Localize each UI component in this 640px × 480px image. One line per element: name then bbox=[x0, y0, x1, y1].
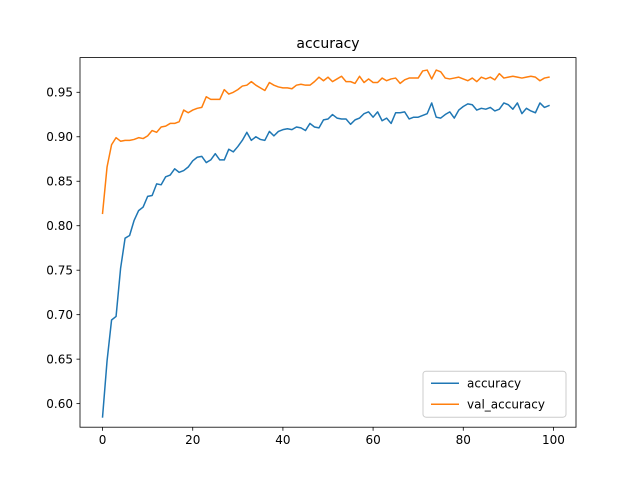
y-tick-label: 0.85 bbox=[46, 175, 73, 189]
series-layer bbox=[101, 69, 550, 418]
y-axis: 0.60 0.65 0.70 0.75 0.80 0.85 0.90 0.95 bbox=[46, 86, 80, 411]
series-line-val-accuracy bbox=[101, 69, 550, 215]
chart-title: accuracy bbox=[296, 36, 359, 52]
x-axis: 0 20 40 60 80 100 bbox=[99, 427, 565, 447]
y-tick-label: 0.90 bbox=[46, 130, 73, 144]
axes-frame bbox=[79, 57, 577, 428]
x-tick-label: 80 bbox=[456, 433, 471, 447]
legend-label: accuracy bbox=[467, 377, 521, 391]
y-tick-label: 0.80 bbox=[46, 219, 73, 233]
x-tick-label: 100 bbox=[542, 433, 565, 447]
x-tick-label: 60 bbox=[365, 433, 380, 447]
y-tick-label: 0.75 bbox=[46, 263, 73, 277]
legend: accuracy val_accuracy bbox=[422, 370, 567, 418]
x-tick-label: 20 bbox=[185, 433, 200, 447]
y-tick-label: 0.95 bbox=[46, 86, 73, 100]
x-tick-label: 40 bbox=[275, 433, 290, 447]
series-line-accuracy bbox=[101, 102, 550, 418]
y-tick-label: 0.60 bbox=[46, 397, 73, 411]
y-tick-label: 0.70 bbox=[46, 308, 73, 322]
y-tick-label: 0.65 bbox=[46, 352, 73, 366]
legend-label: val_accuracy bbox=[467, 398, 545, 412]
x-tick-label: 0 bbox=[99, 433, 107, 447]
